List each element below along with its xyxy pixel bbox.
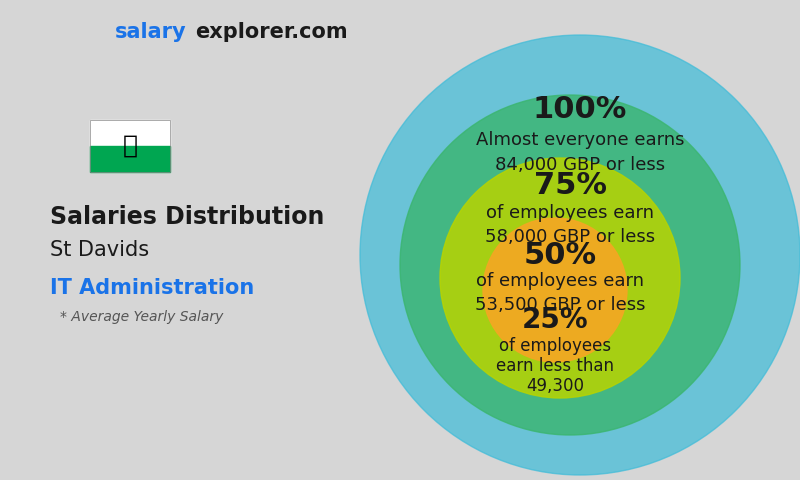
Text: of employees earn: of employees earn [476,272,644,290]
Bar [90,120,170,172]
Text: 25%: 25% [522,306,588,334]
Text: IT Administration: IT Administration [50,278,254,298]
Text: 100%: 100% [533,96,627,124]
Bar [90,120,170,146]
Text: 84,000 GBP or less: 84,000 GBP or less [495,156,665,174]
Circle shape [360,35,800,475]
Text: 58,000 GBP or less: 58,000 GBP or less [485,228,655,246]
Text: 75%: 75% [534,170,606,200]
Text: * Average Yearly Salary: * Average Yearly Salary [60,310,223,324]
Circle shape [440,158,680,398]
Text: of employees earn: of employees earn [486,204,654,222]
Text: explorer.com: explorer.com [195,22,348,42]
Circle shape [483,218,627,362]
Text: 50%: 50% [523,240,597,269]
Bar [90,146,170,172]
Text: 53,500 GBP or less: 53,500 GBP or less [474,296,646,314]
Text: 🐉: 🐉 [122,134,138,158]
Text: St Davids: St Davids [50,240,149,260]
Circle shape [400,95,740,435]
Text: 49,300: 49,300 [526,377,584,395]
Text: earn less than: earn less than [496,357,614,375]
Text: of employees: of employees [499,337,611,355]
Text: Salaries Distribution: Salaries Distribution [50,205,324,229]
Text: Almost everyone earns: Almost everyone earns [476,131,684,149]
Text: salary: salary [115,22,186,42]
